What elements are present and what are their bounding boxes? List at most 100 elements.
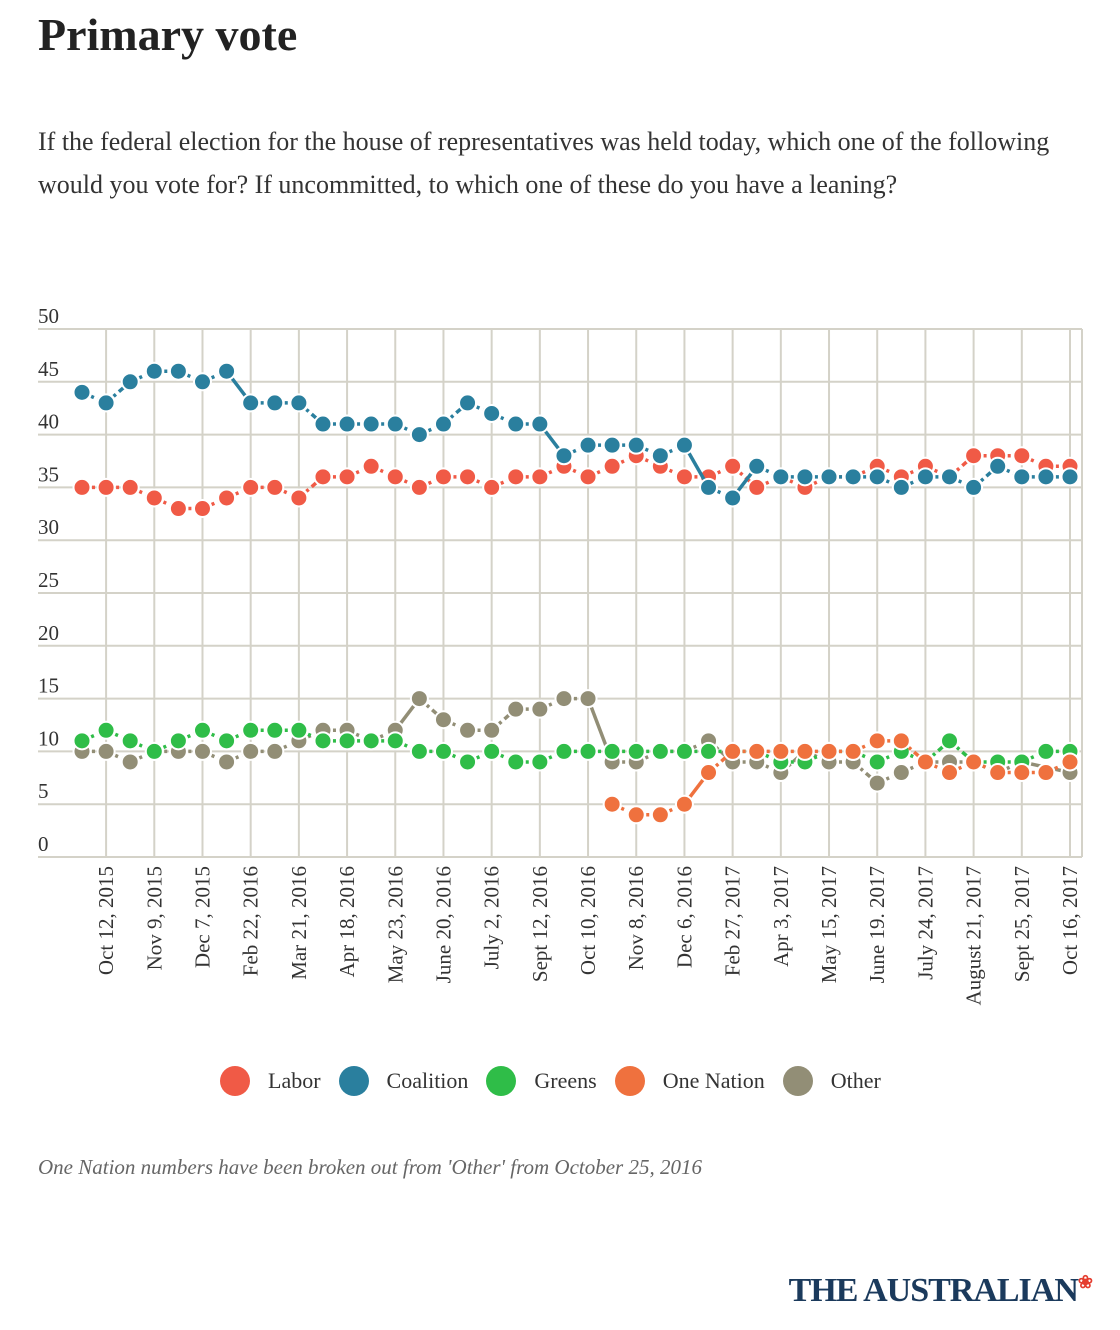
data-point-greens [867,752,887,772]
y-tick-label: 10 [38,726,59,750]
data-point-coalition [867,467,887,487]
data-point-greens [217,731,237,751]
legend-label: Other [830,1068,881,1093]
y-tick-label: 50 [38,304,59,328]
x-tick-label: July 2, 2016 [480,866,504,969]
data-point-coalition [578,435,598,455]
data-point-coalition [482,403,502,423]
data-point-greens [289,720,309,740]
data-point-labor [361,456,381,476]
data-point-coalition [843,467,863,487]
data-point-coalition [1036,467,1056,487]
data-point-greens [458,752,478,772]
data-point-greens [578,741,598,761]
y-tick-label: 30 [38,515,59,539]
data-point-labor [385,467,405,487]
data-point-greens [650,741,670,761]
data-point-greens [168,731,188,751]
data-point-one-nation [843,741,863,761]
data-point-labor [96,477,116,497]
data-point-one-nation [795,741,815,761]
data-point-coalition [530,414,550,434]
x-tick-label: May 23, 2016 [383,866,407,983]
data-point-coalition [409,425,429,445]
data-point-coalition [988,456,1008,476]
data-point-coalition [964,477,984,497]
data-point-greens [409,741,429,761]
data-point-labor [602,456,622,476]
data-point-labor [72,477,92,497]
x-tick-label: June 20, 2016 [431,866,455,983]
data-point-other [217,752,237,772]
data-point-labor [1012,446,1032,466]
x-tick-label: May 15, 2017 [817,866,841,983]
data-point-labor [241,477,261,497]
line-chart: 0 5 10 15 20 25 30 35 40 45 50 Oct 12, 2015 Nov 9, 2… [38,304,1083,1005]
x-tick-label: Nov 8, 2016 [624,866,648,970]
data-point-coalition [217,361,237,381]
data-point-one-nation [940,763,960,783]
data-point-labor [530,467,550,487]
x-tick-label: Oct 10, 2016 [576,866,600,975]
logo-mark-icon: ❀ [1077,1272,1093,1292]
data-point-one-nation [988,763,1008,783]
data-point-greens [674,741,694,761]
x-tick-label: Oct 12, 2015 [94,866,118,975]
y-tick-label: 0 [38,832,49,856]
data-point-one-nation [891,731,911,751]
x-tick-label: Nov 9, 2015 [142,866,166,970]
legend-swatch [220,1066,250,1096]
data-point-labor [217,488,237,508]
data-point-labor [192,499,212,519]
data-point-labor [747,477,767,497]
data-point-greens [120,731,140,751]
data-point-coalition [747,456,767,476]
legend-swatch [486,1066,517,1096]
x-tick-label: Feb 27, 2017 [721,866,745,976]
data-point-labor [168,499,188,519]
data-point-coalition [723,488,743,508]
x-tick-label: Apr 3, 2017 [769,866,793,967]
legend-swatch [614,1066,645,1096]
data-point-other [192,741,212,761]
data-point-other [458,720,478,740]
data-point-greens [361,731,381,751]
data-point-greens [482,741,502,761]
data-point-coalition [265,393,285,413]
legend-swatch [338,1066,369,1096]
data-point-labor [578,467,598,487]
data-point-coalition [144,361,164,381]
data-point-greens [241,720,261,740]
data-point-greens [940,731,960,751]
data-point-greens [626,741,646,761]
data-point-other [578,689,598,709]
x-tick-label: June 19. 2017 [865,866,889,983]
data-point-coalition [361,414,381,434]
data-point-one-nation [626,805,646,825]
data-point-coalition [241,393,261,413]
data-point-coalition [120,372,140,392]
data-point-greens [96,720,116,740]
data-point-greens [699,741,719,761]
data-point-coalition [940,467,960,487]
legend-label: Labor [268,1068,321,1093]
data-point-coalition [313,414,333,434]
x-tick-label: Apr 18, 2016 [335,866,359,977]
data-point-greens [506,752,526,772]
x-tick-label: Mar 21, 2016 [287,866,311,980]
data-point-coalition [626,435,646,455]
legend-swatch [782,1066,813,1096]
data-point-other [530,699,550,719]
page-title: Primary vote [38,9,298,60]
data-point-coalition [385,414,405,434]
data-point-labor [964,446,984,466]
legend: Labor Coalition Greens One Nation Other [220,1066,899,1096]
x-tick-label: Oct 16, 2017 [1058,866,1082,975]
data-point-coalition [699,477,719,497]
data-point-one-nation [723,741,743,761]
data-point-one-nation [699,763,719,783]
data-point-labor [144,488,164,508]
y-tick-label: 35 [38,462,59,486]
data-point-other [96,741,116,761]
x-tick-label: August 21, 2017 [962,866,986,1005]
